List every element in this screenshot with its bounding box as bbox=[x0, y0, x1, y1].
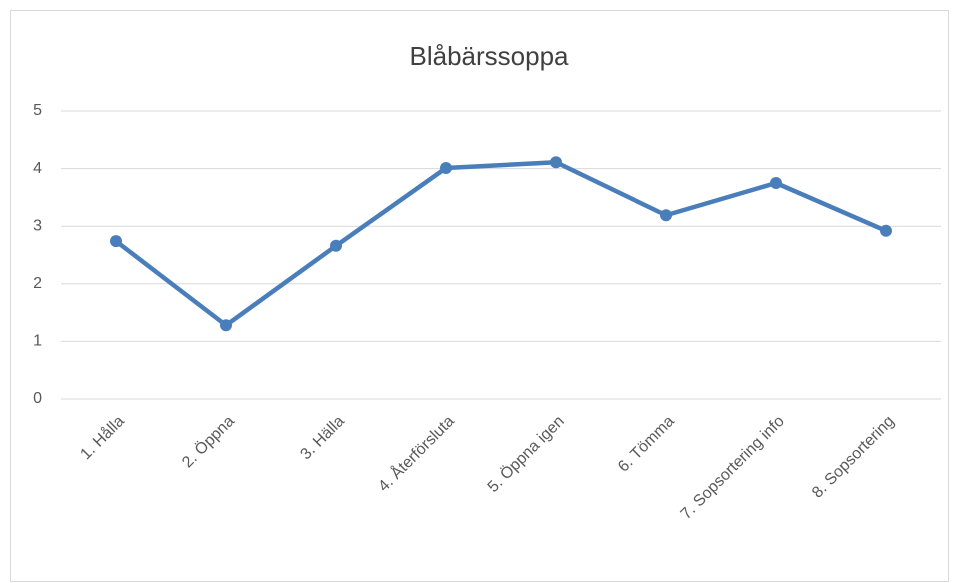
data-line bbox=[114, 160, 887, 328]
data-point bbox=[550, 156, 562, 169]
chart-frame bbox=[10, 10, 949, 582]
data-point bbox=[220, 319, 232, 332]
y-tick-label: 3 bbox=[33, 217, 42, 234]
data-point bbox=[440, 162, 452, 175]
y-tick-label: 5 bbox=[33, 102, 42, 119]
chart-title: Blåbärssoppa bbox=[410, 41, 570, 71]
y-tick-label: 1 bbox=[33, 333, 42, 350]
y-tick-label: 4 bbox=[33, 160, 42, 177]
y-tick-label: 0 bbox=[33, 390, 42, 407]
data-point bbox=[660, 209, 672, 222]
data-point bbox=[110, 235, 122, 248]
y-tick-label: 2 bbox=[33, 275, 42, 292]
data-point bbox=[770, 177, 782, 189]
data-point bbox=[880, 224, 892, 237]
data-point bbox=[330, 239, 342, 252]
